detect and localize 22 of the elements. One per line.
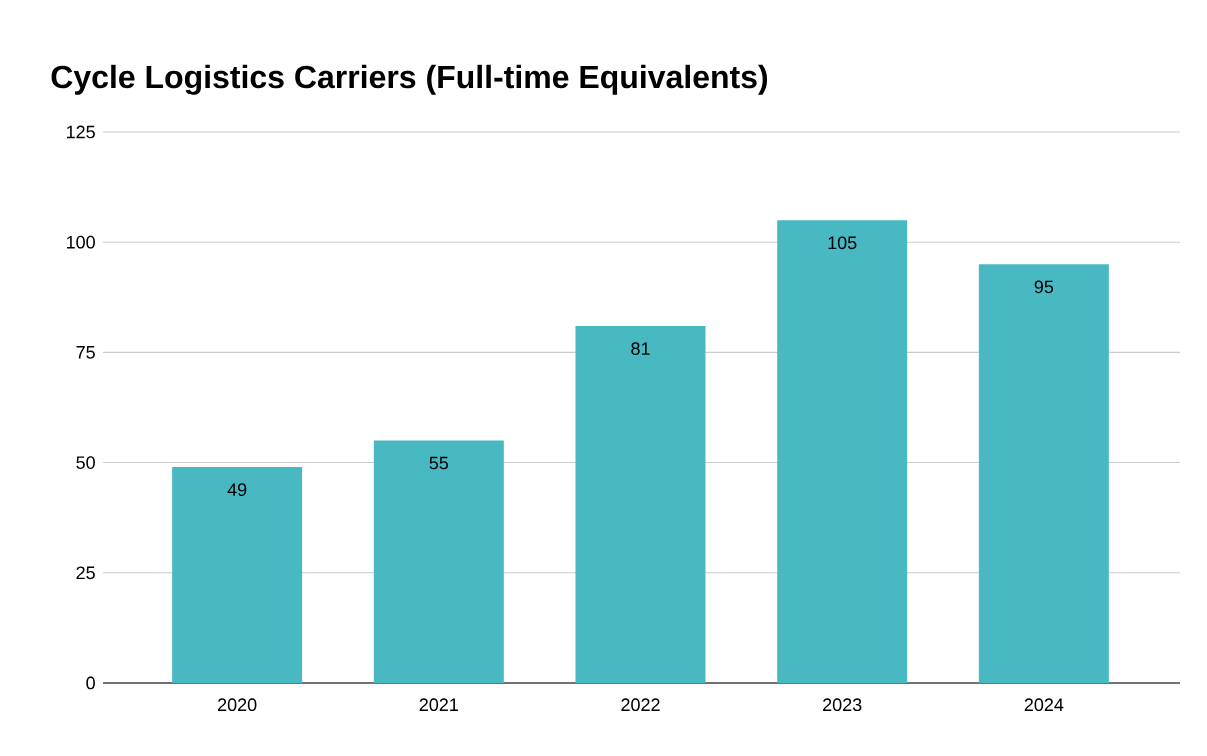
- data-label: 95: [1034, 280, 1054, 294]
- y-tick-label: 25: [76, 566, 95, 580]
- bar: [172, 466, 303, 683]
- bar: [777, 220, 908, 683]
- y-tick-label: 75: [76, 346, 95, 359]
- y-tick-label: 100: [66, 235, 95, 249]
- x-tick-label: 2021: [419, 698, 458, 712]
- y-tick-label: 50: [76, 456, 95, 469]
- x-tick-label: 2022: [621, 698, 660, 712]
- y-tick-label: 0: [86, 676, 95, 690]
- x-tick-label: 2024: [1024, 698, 1064, 712]
- bar: [575, 325, 706, 683]
- bar: [373, 440, 504, 683]
- data-label: 81: [631, 342, 650, 355]
- data-label: 49: [227, 483, 247, 496]
- bar: [978, 264, 1109, 683]
- data-label: 105: [828, 236, 857, 250]
- y-tick-label: 125: [66, 125, 95, 139]
- data-label: 55: [429, 456, 449, 470]
- chart-title: Cycle Logistics Carriers (Full-time Equivalents): [51, 64, 768, 95]
- x-tick-label: 2020: [218, 698, 257, 712]
- x-tick-label: 2023: [823, 698, 862, 712]
